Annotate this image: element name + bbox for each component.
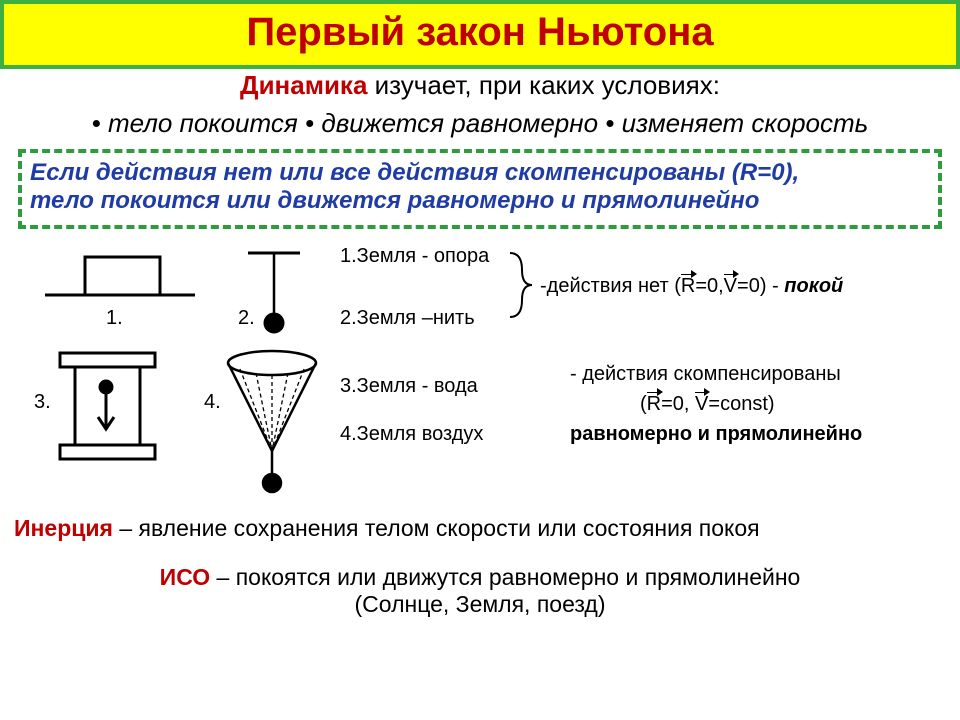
- r2f: =const): [708, 393, 774, 415]
- right-row3: равномерно и прямолинейно: [570, 423, 862, 446]
- fig3: [60, 353, 155, 459]
- label-3: 3.: [34, 391, 51, 414]
- diagram-area: 1. 2. 3. 4. 1.Земля - опора 2.Земля –нит…: [0, 235, 960, 495]
- label-4: 4.: [204, 391, 221, 414]
- page-title: Первый закон Ньютона: [246, 10, 713, 54]
- dynamics-rest: изучает, при каких условиях:: [367, 70, 720, 100]
- iso-line1: – покоятся или движутся равномерно и пря…: [210, 564, 800, 590]
- r2-vec-r: R: [647, 393, 661, 416]
- r2b: (: [640, 393, 647, 415]
- right-row2a: - действия скомпенсированы: [570, 363, 841, 386]
- list-4: 4.Земля воздух: [340, 423, 483, 446]
- fig1: [45, 257, 195, 295]
- law-box: Если действия нет или все действия скомп…: [18, 149, 942, 229]
- inertia-line: Инерция – явление сохранения телом скоро…: [14, 515, 946, 542]
- label-2: 2.: [238, 307, 255, 330]
- r1f: покой: [784, 275, 843, 297]
- conditions-line: • тело покоится • движется равномерно • …: [0, 107, 960, 141]
- law-rzero: (R=0): [732, 159, 793, 186]
- fig4: [228, 351, 316, 492]
- r1a: -действия нет (: [540, 275, 681, 297]
- iso-block: ИСО – покоятся или движутся равномерно и…: [0, 564, 960, 618]
- r2d: =0,: [661, 393, 695, 415]
- iso-highlight: ИСО: [160, 564, 210, 590]
- r1-vec-r: R: [681, 275, 695, 298]
- brace-top: [510, 253, 532, 317]
- inertia-rest: – явление сохранения телом скорости или …: [113, 515, 760, 541]
- r1c: =0,: [695, 275, 723, 297]
- law-line1a: Если действия нет или все действия скомп…: [30, 159, 732, 186]
- law-line1c: ,: [793, 159, 800, 186]
- list-1: 1.Земля - опора: [340, 245, 489, 268]
- list-3: 3.Земля - вода: [340, 375, 478, 398]
- r1e: =0) -: [737, 275, 784, 297]
- label-1: 1.: [106, 307, 123, 330]
- title-bar: Первый закон Ньютона: [0, 0, 960, 69]
- law-line2: тело покоится или движется равномерно и …: [30, 187, 759, 214]
- right-row1: -действия нет (R=0,V=0) - покой: [540, 275, 843, 298]
- list-2: 2.Земля –нить: [340, 307, 475, 330]
- inertia-highlight: Инерция: [14, 515, 113, 541]
- r3: равномерно и прямолинейно: [570, 423, 862, 445]
- fig2: [248, 253, 300, 332]
- dynamics-highlight: Динамика: [240, 70, 367, 100]
- right-row2b: (R=0, V=const): [640, 393, 775, 416]
- r2-vec-v: V: [695, 393, 708, 416]
- iso-line2: (Солнце, Земля, поезд): [355, 591, 606, 617]
- dynamics-line: Динамика изучает, при каких условиях:: [0, 69, 960, 103]
- r1-vec-v: V: [724, 275, 737, 298]
